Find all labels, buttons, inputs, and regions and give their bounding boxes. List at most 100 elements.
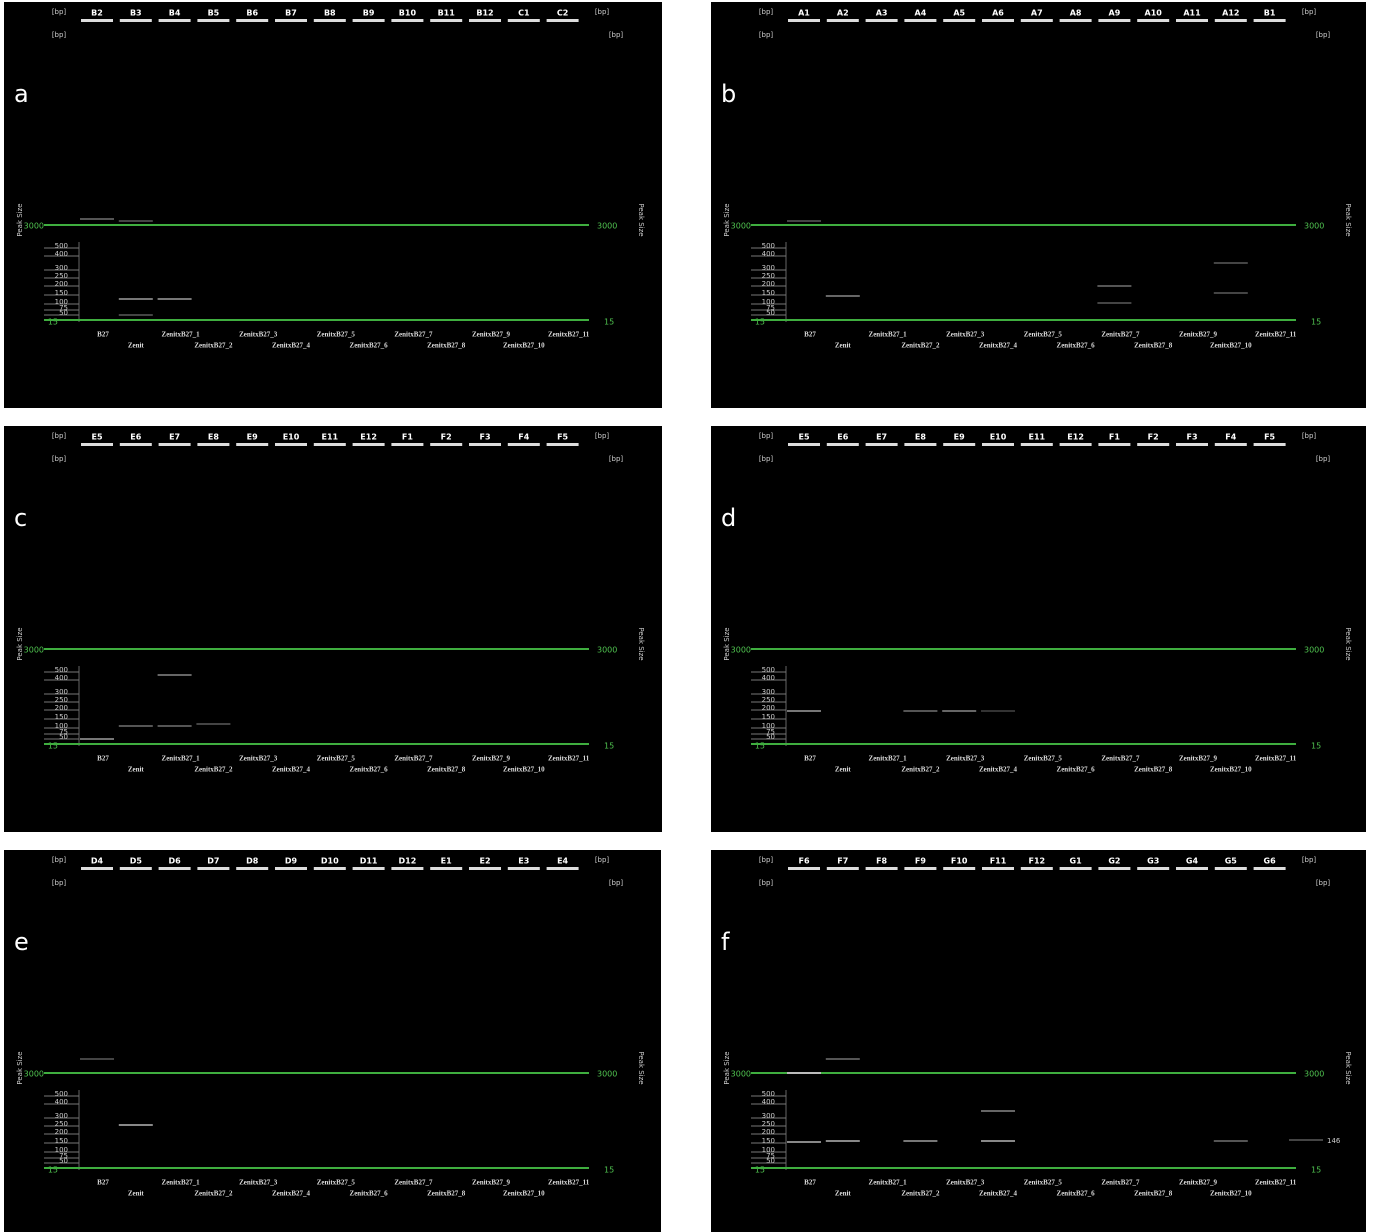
panel-background <box>4 2 662 408</box>
panel-letter: f <box>721 928 730 956</box>
well-label: A9 <box>1109 9 1121 18</box>
sample-label: ZenitxB27_5 <box>1024 1179 1063 1187</box>
well-bar <box>314 19 346 22</box>
gel-band <box>158 725 192 727</box>
well-label: B4 <box>169 9 181 18</box>
sample-label: ZenitxB27_8 <box>1134 342 1173 350</box>
well-bar <box>314 443 346 446</box>
sample-label: ZenitxB27_9 <box>1179 755 1218 763</box>
gel-band <box>119 314 153 316</box>
axis-title: Peak Size <box>723 627 731 660</box>
well-label: E8 <box>915 433 926 442</box>
bp-label: [bp] <box>1302 856 1317 864</box>
ladder-label: 150 <box>762 289 775 297</box>
panel-background <box>711 426 1366 832</box>
well-bar <box>391 867 423 870</box>
ladder-label: 50 <box>59 733 68 741</box>
sample-label: ZenitxB27_10 <box>1210 1190 1252 1198</box>
gel-band <box>158 298 192 300</box>
axis-title: Peak Size <box>1344 1051 1352 1084</box>
well-label: B12 <box>476 9 493 18</box>
sample-label: ZenitxB27_8 <box>427 766 466 774</box>
well-label: G2 <box>1108 857 1120 866</box>
ladder-label: 300 <box>762 688 775 696</box>
gel-band <box>1214 262 1248 264</box>
well-label: F5 <box>1264 433 1275 442</box>
well-bar <box>81 443 113 446</box>
ladder-label: 150 <box>55 1137 68 1145</box>
well-label: F4 <box>1225 433 1236 442</box>
sample-label: ZenitxB27_5 <box>1024 331 1063 339</box>
well-bar <box>1060 867 1092 870</box>
bp-label: [bp] <box>759 879 774 887</box>
axis-title: Peak Size <box>16 203 24 236</box>
ladder-label: 150 <box>55 713 68 721</box>
bp-label: [bp] <box>759 856 774 864</box>
well-label: D7 <box>207 857 219 866</box>
marker-label: 3000 <box>1304 222 1324 231</box>
gel-band <box>119 220 153 222</box>
well-label: B9 <box>363 9 375 18</box>
sample-label: ZenitxB27_4 <box>272 1190 311 1198</box>
well-label: F12 <box>1028 857 1045 866</box>
bp-label: [bp] <box>52 31 67 39</box>
sample-label: ZenitxB27_7 <box>394 1179 433 1187</box>
gel-band <box>787 710 821 712</box>
bp-label: [bp] <box>595 432 610 440</box>
ladder-label: 50 <box>766 309 775 317</box>
well-label: C1 <box>518 9 530 18</box>
well-bar <box>469 19 501 22</box>
ladder-label: 200 <box>55 280 68 288</box>
well-bar <box>982 867 1014 870</box>
ladder-label: 400 <box>55 250 68 258</box>
sample-label: ZenitxB27_5 <box>317 331 356 339</box>
ladder-label: 500 <box>55 242 68 250</box>
gel-band <box>1214 1140 1248 1142</box>
gel-band <box>119 1124 153 1126</box>
axis-title: Peak Size <box>1344 627 1352 660</box>
sample-label: ZenitxB27_9 <box>472 1179 511 1187</box>
ladder-label: 250 <box>55 1120 68 1128</box>
marker-label: 15 <box>755 742 765 751</box>
well-label: E10 <box>990 433 1007 442</box>
bp-label: [bp] <box>759 8 774 16</box>
bp-label: [bp] <box>759 432 774 440</box>
well-label: B7 <box>285 9 297 18</box>
well-bar <box>1137 19 1169 22</box>
gel-band <box>787 220 821 222</box>
sample-label: ZenitxB27_3 <box>946 1179 985 1187</box>
axis-title: Peak Size <box>637 203 645 236</box>
well-label: B8 <box>324 9 336 18</box>
sample-label: ZenitxB27_10 <box>503 342 545 350</box>
well-label: E12 <box>1067 433 1084 442</box>
well-label: F6 <box>798 857 809 866</box>
sample-label: B27 <box>97 331 109 339</box>
well-label: D10 <box>321 857 339 866</box>
well-bar <box>1021 867 1053 870</box>
sample-label: ZenitxB27_1 <box>869 331 908 339</box>
sample-label: ZenitxB27_6 <box>1057 1190 1096 1198</box>
marker-label: 3000 <box>24 646 44 655</box>
gel-band <box>80 1058 114 1060</box>
sample-label: ZenitxB27_2 <box>194 342 233 350</box>
well-bar <box>508 867 540 870</box>
well-label: D11 <box>360 857 378 866</box>
marker-label: 3000 <box>24 222 44 231</box>
sample-label: ZenitxB27_3 <box>239 755 278 763</box>
sample-label: B27 <box>97 755 109 763</box>
well-bar <box>120 19 152 22</box>
sample-label: ZenitxB27_3 <box>239 1179 278 1187</box>
well-bar <box>353 867 385 870</box>
well-label: D9 <box>285 857 298 866</box>
well-bar <box>1215 443 1247 446</box>
sample-label: ZenitxB27_8 <box>427 1190 466 1198</box>
well-label: B11 <box>438 9 456 18</box>
bp-label: [bp] <box>52 432 67 440</box>
sample-label: ZenitxB27_9 <box>1179 1179 1218 1187</box>
axis-title: Peak Size <box>637 627 645 660</box>
well-bar <box>353 443 385 446</box>
sample-label: ZenitxB27_7 <box>394 331 433 339</box>
sample-label: ZenitxB27_4 <box>979 1190 1018 1198</box>
well-label: A10 <box>1145 9 1163 18</box>
